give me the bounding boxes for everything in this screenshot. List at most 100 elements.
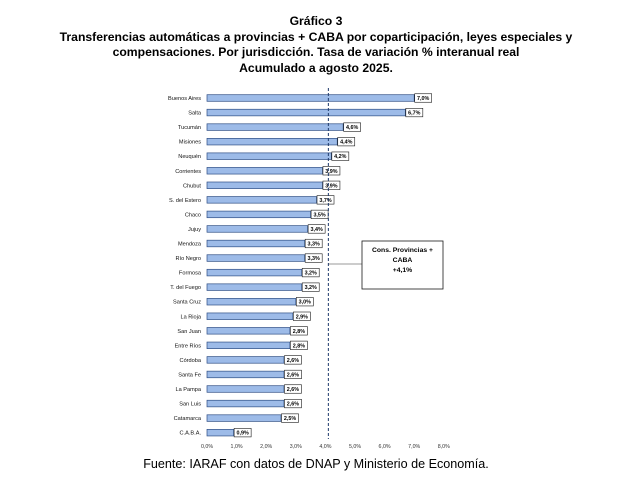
bar [206, 385, 285, 393]
labels-layer: Buenos Aires 7,0% Salta 6,7% Tucumán 4,6% Misi… [168, 93, 433, 438]
bar [206, 152, 332, 160]
bar [206, 298, 297, 306]
category-label: Santa Cruz [173, 300, 201, 306]
value-label: 3,0% [299, 300, 311, 306]
bar [206, 268, 303, 277]
value-label-box [343, 122, 361, 132]
reference-layer: Cons. Provincias + CABA +4,1% [327, 88, 444, 439]
bar [206, 210, 311, 219]
value-label-box [405, 108, 424, 118]
x-tick-label: 4,0% [319, 444, 331, 450]
value-label: 2,5% [284, 416, 296, 422]
value-label-box [322, 180, 341, 190]
value-label: 4,6% [346, 125, 358, 131]
value-label: 2,6% [287, 387, 299, 393]
bar [206, 138, 338, 146]
value-label-box [284, 355, 302, 365]
category-label: Corrientes [175, 169, 201, 175]
value-label-box [284, 398, 302, 409]
value-label: 3,2% [305, 271, 317, 277]
category-label: Misiones [179, 140, 201, 146]
x-tick-label: 6,0% [379, 444, 391, 450]
category-label: Río Negro [176, 256, 202, 262]
value-label: 3,7% [319, 198, 331, 204]
bar [206, 225, 308, 233]
category-label: Chaco [185, 212, 201, 218]
category-label: Mendoza [178, 242, 202, 248]
value-label-box [331, 151, 350, 161]
bar [206, 239, 306, 248]
title-line-2: Transferencias automáticas a provincias … [59, 29, 573, 44]
category-label: San Luis [179, 402, 201, 408]
category-label: Chubut [183, 183, 201, 189]
title-line-1: Gráfico 3 [289, 14, 343, 28]
category-label: S. del Estero [169, 198, 201, 204]
value-label-box [233, 428, 252, 438]
value-label: 4,4% [340, 140, 352, 146]
category-label: Buenos Aires [168, 96, 201, 102]
value-label: 3,3% [308, 256, 320, 262]
bar [206, 414, 282, 422]
category-label: Entre Ríos [175, 343, 202, 349]
x-axis: 0,0% 1,0% 2,0% 3,0% 4,0% 5,0% 6,0% 7,0% 8,0% [201, 444, 450, 450]
annotation-box [361, 240, 444, 290]
value-label: 2,8% [293, 329, 305, 335]
category-label: Formosa [179, 271, 202, 277]
category-label: C.A.B.A. [180, 431, 202, 437]
value-label: 0,9% [236, 431, 248, 437]
value-label: 2,8% [293, 343, 305, 349]
category-label: La Pampa [176, 387, 202, 393]
value-label-box [304, 238, 323, 249]
category-label: Santa Fe [178, 372, 201, 378]
value-label-box [293, 311, 311, 321]
bar [206, 123, 344, 131]
value-label: 2,6% [287, 402, 299, 408]
category-label: T. del Fuego [170, 285, 201, 291]
value-label-box [284, 369, 302, 380]
value-label: 2,6% [287, 372, 299, 378]
bar [206, 356, 285, 364]
value-label: 3,9% [325, 183, 337, 189]
value-label: 3,9% [325, 169, 337, 175]
category-label: Córdoba [180, 358, 202, 364]
value-label: 3,4% [310, 227, 322, 233]
x-tick-label: 0,0% [201, 444, 213, 450]
x-tick-label: 7,0% [408, 444, 420, 450]
annotation-text: CABA [393, 257, 413, 264]
bar [206, 429, 234, 437]
bar [206, 167, 323, 175]
bar [206, 254, 306, 262]
bar [206, 108, 406, 117]
bar [206, 341, 291, 349]
value-label: 3,2% [305, 285, 317, 291]
value-label: 3,3% [308, 242, 320, 248]
title-line-4: Acumulado a agosto 2025. [239, 60, 393, 75]
category-label: Salta [188, 111, 202, 117]
title-line-3: compensaciones. Por jurisdicción. Tasa d… [112, 45, 520, 60]
value-label: 7,0% [417, 96, 429, 102]
category-label: Tucumán [178, 125, 201, 131]
annotation-text: Cons. Provincias + [372, 247, 433, 254]
value-label: 4,2% [334, 154, 346, 160]
bar [206, 312, 294, 320]
category-label: Jujuy [188, 227, 201, 233]
value-label-box [281, 413, 299, 423]
bar [206, 94, 415, 102]
value-label-box [290, 340, 308, 350]
value-label-box [301, 282, 320, 292]
annotation-text: +4,1% [393, 267, 412, 274]
category-label: San Juan [177, 329, 201, 335]
source-note: Fuente: IARAF con datos de DNAP y Minist… [143, 457, 489, 471]
value-label-box [414, 93, 433, 103]
value-label-box [301, 268, 320, 278]
chart-title: Gráfico 3 Transferencias automáticas a p… [0, 14, 632, 76]
bar [206, 196, 317, 204]
x-tick-label: 1,0% [231, 444, 243, 450]
value-label-box [322, 166, 341, 176]
bar [206, 181, 323, 189]
bar [206, 399, 285, 408]
x-tick-label: 5,0% [349, 444, 361, 450]
value-label-box [307, 224, 326, 234]
